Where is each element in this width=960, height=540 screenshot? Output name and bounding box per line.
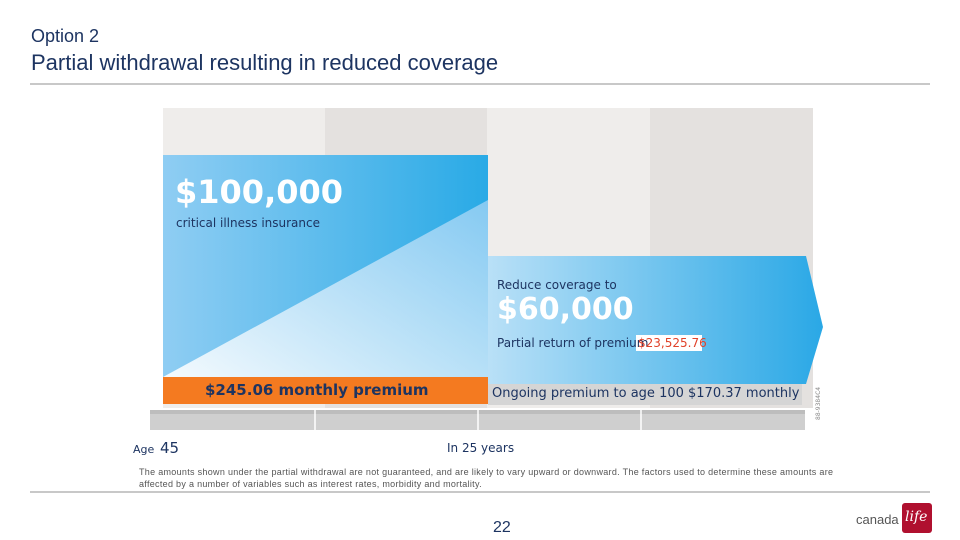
slide-title: Partial withdrawal resulting in reduced … bbox=[31, 50, 499, 75]
logo-wordmark: canada bbox=[856, 512, 899, 527]
reduced-amount: $60,000 bbox=[497, 292, 634, 327]
initial-premium-label: $245.06 monthly premium bbox=[205, 381, 429, 399]
page-number: 22 bbox=[493, 519, 511, 536]
side-code: 88-9384C4 bbox=[815, 387, 822, 420]
ongoing-premium-bar bbox=[488, 384, 802, 405]
age-label: Age bbox=[133, 443, 155, 456]
partial-return-value: $23,525.76 bbox=[638, 336, 707, 350]
reduce-coverage-label: Reduce coverage to bbox=[497, 278, 617, 292]
initial-amount: $100,000 bbox=[175, 173, 344, 211]
age-value: 45 bbox=[160, 439, 180, 457]
ongoing-premium-label: Ongoing premium to age 100 $170.37 month… bbox=[492, 386, 800, 401]
reduced-coverage-arrow bbox=[488, 256, 823, 384]
slide-kicker: Option 2 bbox=[31, 26, 100, 46]
logo-mark-text: life bbox=[905, 509, 928, 525]
later-label: In 25 years bbox=[447, 441, 515, 455]
partial-return-value-box bbox=[636, 335, 702, 351]
initial-label: critical illness insurance bbox=[176, 216, 320, 230]
disclaimer: The amounts shown under the partial with… bbox=[139, 467, 834, 489]
top-divider bbox=[30, 83, 930, 85]
bottom-divider bbox=[30, 491, 930, 493]
initial-premium-bar bbox=[163, 377, 488, 404]
premium-accumulation-triangle bbox=[163, 200, 488, 377]
partial-return-label: Partial return of premium bbox=[497, 336, 649, 350]
logo-icon: life bbox=[902, 503, 932, 533]
